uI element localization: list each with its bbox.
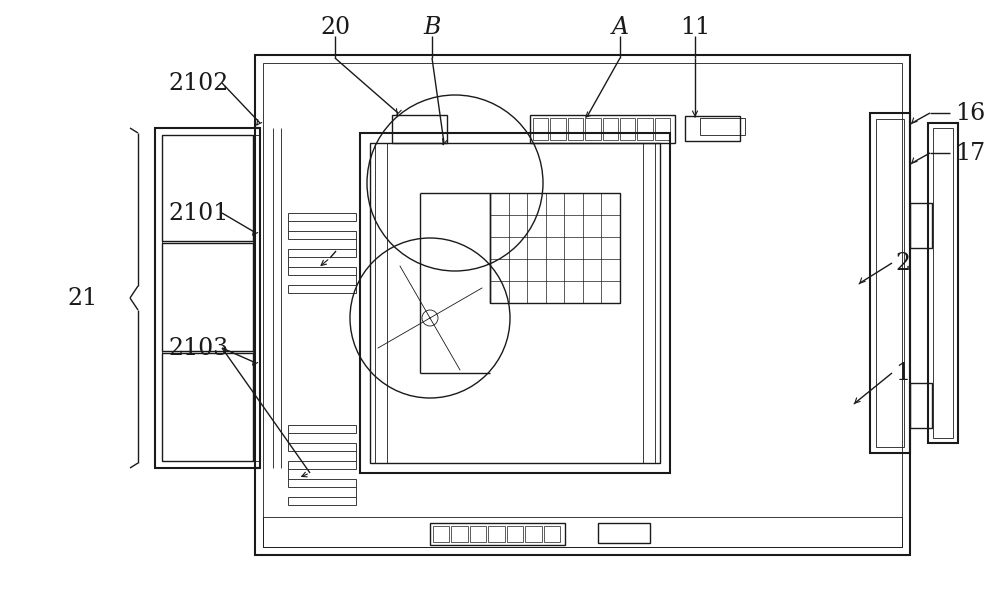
Bar bbox=[451, 526, 468, 542]
Bar bbox=[933, 128, 953, 438]
Bar bbox=[392, 115, 447, 143]
Bar bbox=[288, 231, 356, 239]
Bar bbox=[620, 118, 635, 140]
Bar bbox=[550, 118, 566, 140]
Bar bbox=[655, 118, 670, 140]
Bar bbox=[360, 133, 670, 473]
Bar bbox=[162, 135, 253, 241]
Bar bbox=[263, 517, 902, 547]
Bar bbox=[928, 123, 958, 443]
Bar bbox=[162, 243, 253, 351]
Text: 2103: 2103 bbox=[168, 337, 228, 359]
Text: B: B bbox=[423, 15, 441, 39]
Bar bbox=[162, 353, 253, 461]
Bar bbox=[430, 523, 565, 545]
Text: 17: 17 bbox=[955, 142, 985, 164]
Bar bbox=[876, 119, 904, 447]
Text: 11: 11 bbox=[680, 15, 710, 39]
Bar bbox=[433, 526, 449, 542]
Bar bbox=[490, 193, 620, 303]
Text: 16: 16 bbox=[955, 102, 985, 124]
Bar bbox=[910, 203, 932, 248]
Text: 2: 2 bbox=[895, 251, 910, 275]
Bar bbox=[530, 115, 675, 143]
Bar bbox=[375, 143, 387, 463]
Bar bbox=[598, 523, 650, 543]
Bar bbox=[488, 526, 505, 542]
Bar bbox=[637, 118, 653, 140]
Bar bbox=[155, 128, 260, 468]
Bar bbox=[288, 425, 356, 433]
Bar bbox=[602, 118, 618, 140]
Bar bbox=[643, 143, 655, 463]
Bar bbox=[255, 55, 910, 555]
Bar bbox=[525, 526, 542, 542]
Text: 2101: 2101 bbox=[168, 202, 228, 224]
Bar bbox=[162, 135, 253, 461]
Text: A: A bbox=[612, 15, 629, 39]
Bar bbox=[263, 63, 902, 547]
Bar bbox=[507, 526, 523, 542]
Bar bbox=[700, 118, 745, 135]
Bar bbox=[585, 118, 600, 140]
Bar bbox=[685, 116, 740, 141]
Text: 20: 20 bbox=[320, 15, 350, 39]
Bar bbox=[288, 443, 356, 451]
Bar bbox=[910, 383, 932, 428]
Text: 21: 21 bbox=[68, 286, 98, 310]
Text: 1: 1 bbox=[895, 362, 910, 384]
Bar bbox=[544, 526, 560, 542]
Text: 2102: 2102 bbox=[168, 72, 228, 94]
Bar bbox=[288, 497, 356, 505]
Bar bbox=[568, 118, 583, 140]
Bar bbox=[370, 143, 660, 463]
Bar bbox=[470, 526, 486, 542]
Bar bbox=[533, 118, 548, 140]
Bar bbox=[288, 461, 356, 469]
Bar bbox=[870, 113, 910, 453]
Bar bbox=[288, 249, 356, 257]
Bar bbox=[288, 479, 356, 487]
Bar bbox=[288, 285, 356, 293]
Bar bbox=[288, 267, 356, 275]
Bar bbox=[288, 213, 356, 221]
